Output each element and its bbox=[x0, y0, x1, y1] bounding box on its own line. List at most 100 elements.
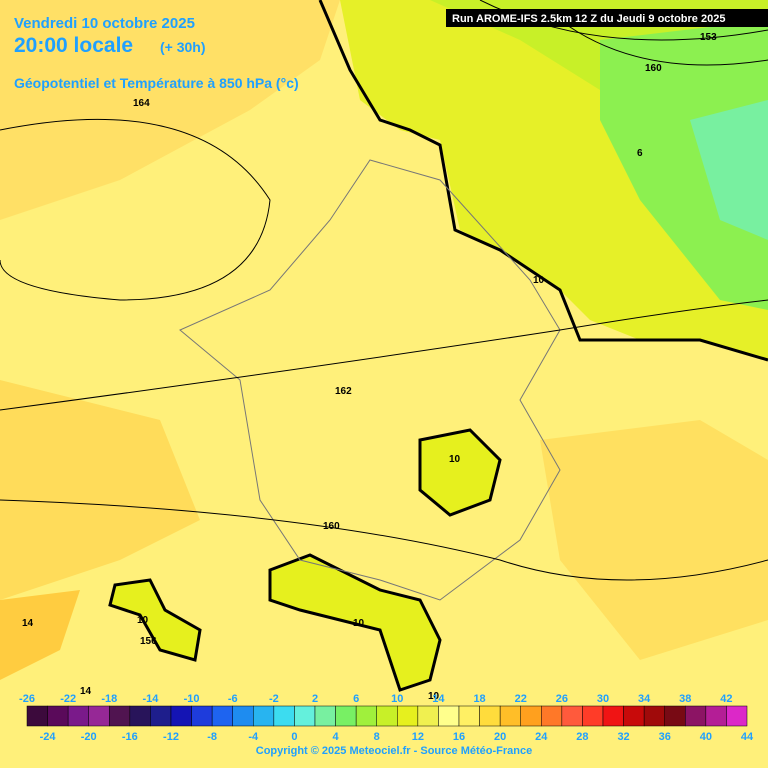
legend-cell bbox=[150, 705, 172, 727]
legend-cell bbox=[355, 705, 377, 727]
legend-cell bbox=[643, 705, 665, 727]
legend-tick-label: -14 bbox=[142, 693, 159, 705]
legend-tick-label: -2 bbox=[269, 693, 279, 705]
legend-cell bbox=[499, 705, 521, 727]
cool-area bbox=[268, 553, 442, 692]
legend-cell bbox=[67, 705, 89, 727]
legend-tick-label: 16 bbox=[453, 731, 465, 743]
contour-label: 10 bbox=[353, 618, 365, 629]
legend-cell bbox=[458, 705, 480, 727]
contour-label: 160 bbox=[323, 521, 340, 532]
legend-tick-label: 0 bbox=[291, 731, 297, 743]
legend-cell bbox=[232, 705, 254, 727]
legend-cell bbox=[438, 705, 460, 727]
warm-area bbox=[0, 590, 80, 680]
legend-tick-label: 12 bbox=[412, 731, 424, 743]
warm-area bbox=[0, 0, 340, 220]
legend-cell bbox=[397, 705, 419, 727]
legend-cell bbox=[602, 705, 624, 727]
contour-label: 162 bbox=[335, 386, 352, 397]
legend-tick-label: -18 bbox=[101, 693, 117, 705]
legend-cell bbox=[88, 705, 110, 727]
legend-cell bbox=[685, 705, 707, 727]
legend-tick-label: 38 bbox=[679, 693, 691, 705]
legend-tick-label: -10 bbox=[184, 693, 200, 705]
legend-tick-label: 34 bbox=[638, 693, 651, 705]
legend-cell bbox=[294, 705, 316, 727]
legend-cell bbox=[623, 705, 645, 727]
legend-tick-label: -8 bbox=[207, 731, 217, 743]
legend-tick-label: 26 bbox=[556, 693, 568, 705]
legend-tick-label: -24 bbox=[40, 731, 57, 743]
contour-label: 6 bbox=[637, 148, 643, 159]
geopotential-contour bbox=[0, 499, 768, 581]
legend-cell bbox=[582, 705, 604, 727]
contour-label: 14 bbox=[80, 686, 92, 697]
legend-tick-label: -4 bbox=[248, 731, 259, 743]
run-info: Run AROME-IFS 2.5km 12 Z du Jeudi 9 octo… bbox=[452, 13, 725, 25]
legend-tick-label: -6 bbox=[228, 693, 238, 705]
date: Vendredi 10 octobre 2025 bbox=[14, 15, 195, 32]
legend-tick-label: 30 bbox=[597, 693, 609, 705]
legend-cell bbox=[335, 705, 357, 727]
legend-cell bbox=[273, 705, 295, 727]
legend-tick-label: -20 bbox=[81, 731, 97, 743]
run-banner bbox=[446, 9, 768, 27]
legend-tick-label: 32 bbox=[617, 731, 629, 743]
contour-label: 10 bbox=[533, 275, 545, 286]
contour-label: 156 bbox=[140, 636, 157, 647]
legend-cell bbox=[520, 705, 542, 727]
lead-time: (+ 30h) bbox=[160, 39, 206, 55]
legend-tick-label: 6 bbox=[353, 693, 359, 705]
isotherm-10 bbox=[318, 0, 768, 362]
legend-tick-label: 8 bbox=[374, 731, 380, 743]
france-border bbox=[179, 159, 561, 601]
cold-area bbox=[600, 20, 768, 310]
legend-tick-label: 18 bbox=[473, 693, 485, 705]
legend-cell bbox=[47, 705, 69, 727]
legend-tick-label: 28 bbox=[576, 731, 588, 743]
legend-cell bbox=[129, 705, 151, 727]
legend-cell bbox=[541, 705, 563, 727]
geopotential-contour bbox=[0, 118, 271, 301]
contour-label: 160 bbox=[645, 63, 662, 74]
warm-area bbox=[0, 380, 200, 600]
legend-tick-label: -12 bbox=[163, 731, 179, 743]
contour-label: 153 bbox=[700, 32, 717, 43]
legend-tick-label: 24 bbox=[535, 731, 548, 743]
legend-cell bbox=[314, 705, 336, 727]
legend-cell bbox=[705, 705, 727, 727]
legend-tick-label: 40 bbox=[700, 731, 712, 743]
legend-cell bbox=[253, 705, 275, 727]
legend-tick-label: -22 bbox=[60, 693, 76, 705]
color-legend: -26-24-22-20-18-16-14-12-10-8-6-4-202468… bbox=[19, 693, 754, 743]
legend-cell bbox=[664, 705, 686, 727]
contour-label: 164 bbox=[133, 98, 150, 109]
legend-cell bbox=[109, 705, 131, 727]
legend-tick-label: 20 bbox=[494, 731, 506, 743]
geopotential-contour bbox=[559, 19, 768, 66]
legend-tick-label: 44 bbox=[741, 731, 754, 743]
legend-tick-label: 36 bbox=[659, 731, 671, 743]
legend-tick-label: 22 bbox=[515, 693, 527, 705]
contour-label: 14 bbox=[22, 618, 34, 629]
legend-cell bbox=[170, 705, 192, 727]
legend-tick-label: -26 bbox=[19, 693, 35, 705]
contour-label: 10 bbox=[137, 615, 149, 626]
legend-tick-label: 14 bbox=[432, 693, 445, 705]
warm-area bbox=[540, 420, 768, 660]
cool-area bbox=[418, 428, 502, 517]
legend-tick-label: 42 bbox=[720, 693, 732, 705]
geopotential-contour bbox=[0, 299, 768, 411]
contour-label: 10 bbox=[449, 454, 461, 465]
parameter: Géopotentiel et Température à 850 hPa (°… bbox=[14, 75, 299, 91]
copyright: Copyright © 2025 Meteociel.fr - Source M… bbox=[256, 745, 532, 757]
cool-area bbox=[108, 578, 202, 662]
legend-cell bbox=[479, 705, 501, 727]
legend-tick-label: 2 bbox=[312, 693, 318, 705]
legend-cell bbox=[26, 705, 48, 727]
legend-cell bbox=[561, 705, 583, 727]
cold-area bbox=[690, 100, 768, 240]
legend-cell bbox=[376, 705, 398, 727]
